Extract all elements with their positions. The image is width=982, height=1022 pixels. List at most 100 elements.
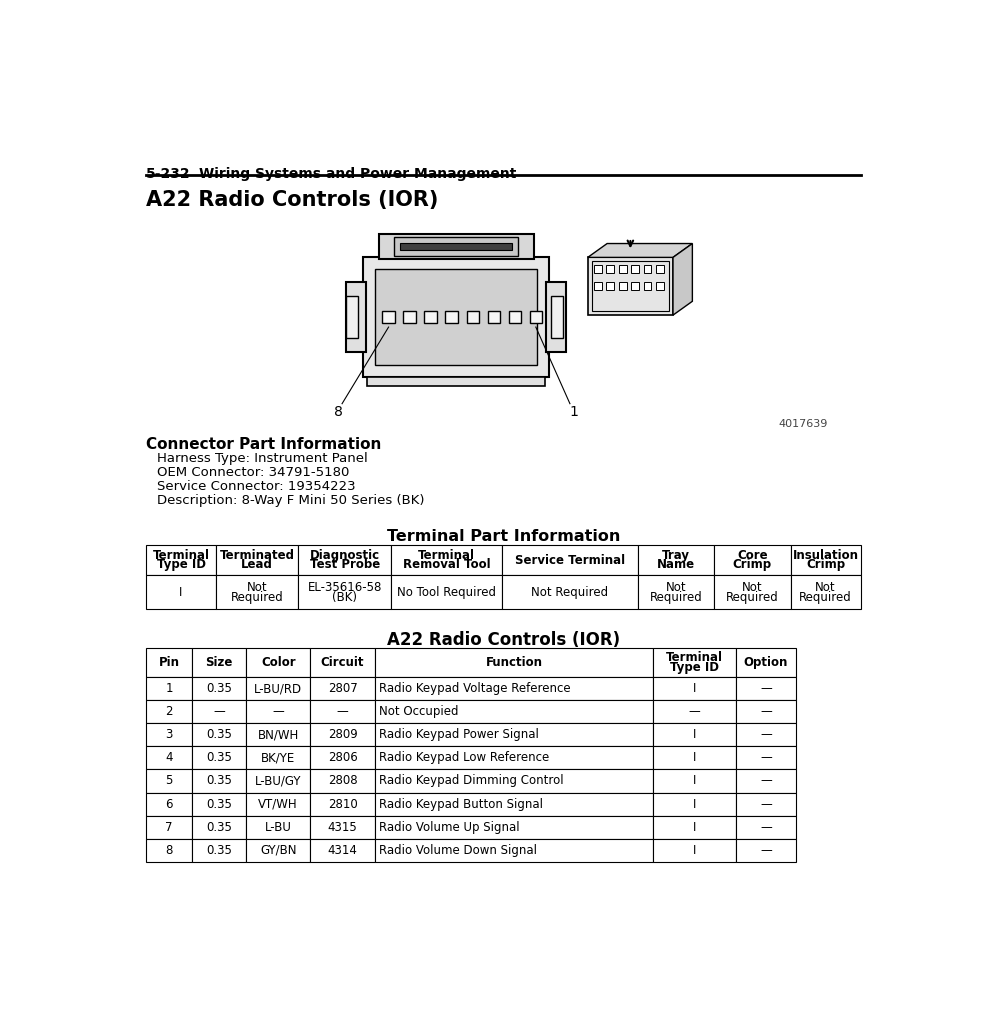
- Bar: [631, 265, 639, 273]
- Text: L-BU/GY: L-BU/GY: [255, 775, 301, 788]
- Bar: [146, 816, 192, 839]
- Bar: [502, 545, 637, 575]
- Text: Circuit: Circuit: [321, 656, 364, 669]
- Bar: [594, 265, 602, 273]
- Bar: [653, 746, 736, 770]
- Text: 4314: 4314: [328, 844, 357, 856]
- Text: Not: Not: [815, 580, 836, 594]
- Bar: [146, 746, 192, 770]
- Bar: [391, 545, 502, 575]
- Bar: [619, 265, 627, 273]
- Bar: [310, 816, 375, 839]
- Text: 7: 7: [166, 821, 173, 834]
- Text: Type ID: Type ID: [156, 558, 205, 571]
- Text: Core: Core: [736, 549, 768, 562]
- Bar: [466, 311, 479, 323]
- Bar: [310, 700, 375, 724]
- Text: I: I: [692, 775, 696, 788]
- Text: Description: 8-Way F Mini 50 Series (BK): Description: 8-Way F Mini 50 Series (BK): [157, 494, 424, 507]
- Bar: [394, 237, 518, 256]
- Bar: [146, 575, 216, 609]
- Text: Not: Not: [666, 580, 686, 594]
- Text: Removal Tool: Removal Tool: [403, 558, 490, 571]
- Text: Required: Required: [726, 591, 779, 604]
- Text: Tray: Tray: [662, 549, 689, 562]
- Text: —: —: [213, 705, 225, 718]
- Bar: [246, 792, 310, 816]
- Bar: [192, 648, 246, 677]
- Text: BK/YE: BK/YE: [261, 751, 296, 764]
- Bar: [736, 700, 796, 724]
- Text: Radio Keypad Low Reference: Radio Keypad Low Reference: [378, 751, 549, 764]
- Bar: [310, 648, 375, 677]
- Text: Crimp: Crimp: [733, 558, 772, 571]
- Text: I: I: [692, 729, 696, 741]
- Text: —: —: [760, 705, 772, 718]
- Text: Radio Volume Up Signal: Radio Volume Up Signal: [378, 821, 519, 834]
- Bar: [299, 575, 391, 609]
- Bar: [606, 282, 614, 289]
- Bar: [736, 648, 796, 677]
- Bar: [346, 296, 358, 338]
- Text: Pin: Pin: [159, 656, 180, 669]
- Bar: [246, 677, 310, 700]
- Text: 5-232: 5-232: [146, 168, 191, 181]
- Text: I: I: [692, 751, 696, 764]
- Bar: [643, 265, 651, 273]
- Text: Radio Volume Down Signal: Radio Volume Down Signal: [378, 844, 536, 856]
- Bar: [546, 282, 566, 352]
- Text: —: —: [272, 705, 284, 718]
- Text: Insulation: Insulation: [792, 549, 858, 562]
- Bar: [653, 700, 736, 724]
- Text: 0.35: 0.35: [206, 844, 232, 856]
- Bar: [656, 265, 664, 273]
- Bar: [375, 700, 653, 724]
- Bar: [656, 282, 664, 289]
- Text: 0.35: 0.35: [206, 821, 232, 834]
- Bar: [374, 269, 537, 365]
- Text: 2808: 2808: [328, 775, 357, 788]
- Bar: [736, 677, 796, 700]
- Text: 6: 6: [166, 797, 173, 810]
- Polygon shape: [588, 243, 692, 258]
- Text: 1: 1: [570, 406, 578, 419]
- Bar: [192, 724, 246, 746]
- Bar: [216, 545, 299, 575]
- Text: Test Probe: Test Probe: [309, 558, 380, 571]
- Text: 0.35: 0.35: [206, 797, 232, 810]
- Text: Required: Required: [231, 591, 284, 604]
- Bar: [714, 575, 791, 609]
- Text: Not: Not: [742, 580, 763, 594]
- Text: —: —: [760, 821, 772, 834]
- Text: 2810: 2810: [328, 797, 357, 810]
- Text: No Tool Required: No Tool Required: [397, 586, 496, 599]
- Bar: [736, 816, 796, 839]
- Text: Function: Function: [485, 656, 542, 669]
- Text: 4017639: 4017639: [779, 419, 828, 429]
- Bar: [192, 816, 246, 839]
- Text: 8: 8: [334, 406, 343, 419]
- Bar: [736, 792, 796, 816]
- Text: Not: Not: [246, 580, 267, 594]
- Text: Terminal: Terminal: [418, 549, 475, 562]
- Bar: [736, 724, 796, 746]
- Text: Lead: Lead: [242, 558, 273, 571]
- Text: —: —: [760, 797, 772, 810]
- Bar: [714, 545, 791, 575]
- Bar: [631, 282, 639, 289]
- Text: I: I: [692, 844, 696, 856]
- Text: Radio Keypad Power Signal: Radio Keypad Power Signal: [378, 729, 538, 741]
- Bar: [367, 377, 545, 386]
- Bar: [375, 677, 653, 700]
- Bar: [310, 792, 375, 816]
- Text: Radio Keypad Voltage Reference: Radio Keypad Voltage Reference: [378, 682, 571, 695]
- Text: Color: Color: [261, 656, 296, 669]
- Text: Option: Option: [743, 656, 789, 669]
- Bar: [246, 724, 310, 746]
- Bar: [146, 648, 192, 677]
- Text: 4315: 4315: [328, 821, 357, 834]
- Text: A22 Radio Controls (IOR): A22 Radio Controls (IOR): [387, 631, 620, 649]
- Text: L-BU/RD: L-BU/RD: [254, 682, 302, 695]
- Text: 8: 8: [166, 844, 173, 856]
- Text: 1: 1: [166, 682, 173, 695]
